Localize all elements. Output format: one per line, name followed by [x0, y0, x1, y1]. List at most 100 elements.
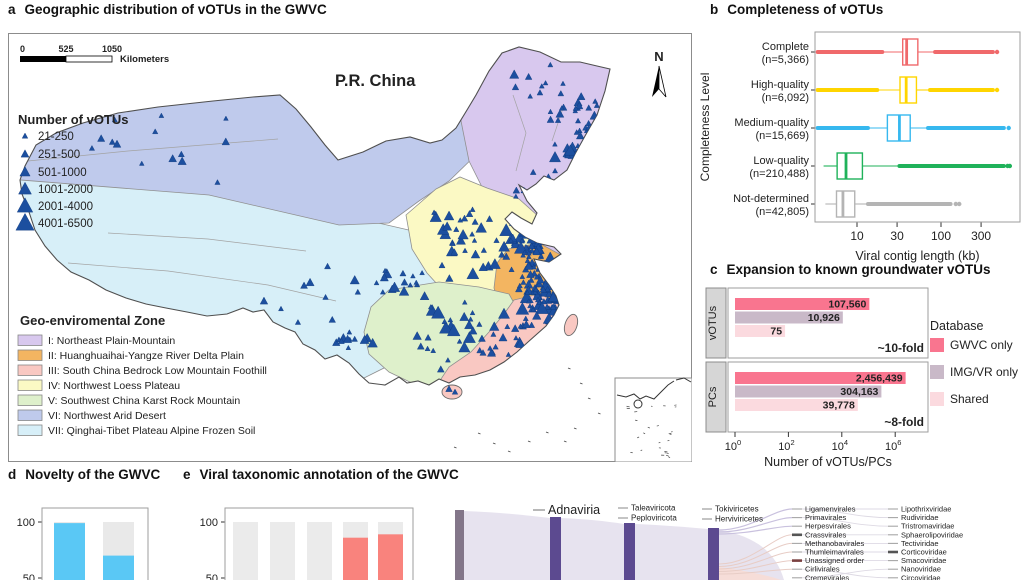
- order-label: Ligamenvirales: [805, 505, 856, 514]
- group-label: Not-determined: [733, 193, 809, 205]
- votu-marker-icon: [515, 285, 523, 293]
- votu-marker-icon: [446, 323, 461, 337]
- group-label: Complete: [762, 41, 809, 53]
- x-tick-label: 104: [832, 438, 848, 453]
- votu-marker-icon: [522, 315, 529, 321]
- votu-marker-icon: [593, 102, 600, 108]
- votu-marker-icon: [177, 150, 185, 157]
- order-label: Cremevirales: [805, 573, 849, 580]
- inset-island-mark: [650, 405, 653, 407]
- db-bar-value: 75: [770, 326, 782, 338]
- small-island-mark: [587, 397, 591, 400]
- votu-marker-icon: [513, 335, 519, 341]
- island-marker-layer: [445, 367, 601, 453]
- votu-marker-icon: [524, 261, 534, 270]
- votu-marker-icon: [419, 269, 425, 276]
- inset-island-mark: [669, 432, 672, 435]
- votu-marker-icon: [431, 305, 446, 319]
- family-label: Sphaerolipoviridae: [901, 530, 963, 539]
- votu-marker-icon: [515, 338, 526, 348]
- votu-marker-icon: [489, 321, 500, 331]
- votu-marker-icon: [547, 108, 554, 114]
- votu-marker-icon: [521, 249, 528, 255]
- db-bar: [735, 325, 786, 337]
- votu-marker-icon: [430, 347, 437, 353]
- panel-b-title-text: Completeness of vOTUs: [727, 2, 884, 17]
- box: [836, 152, 864, 180]
- north-arrow-left: [652, 66, 659, 97]
- votu-marker-icon: [20, 149, 30, 158]
- far-outlier-dot: [1007, 163, 1013, 169]
- votu-marker-icon: [528, 321, 536, 328]
- votu-marker-icon: [158, 112, 165, 118]
- panel-d-title: d Novelty of the GWVC: [8, 467, 160, 482]
- votu-marker-icon: [524, 257, 531, 263]
- votu-marker-icon: [469, 206, 476, 212]
- votu-marker-icon: [467, 316, 474, 322]
- votu-marker-icon: [487, 345, 493, 351]
- votu-marker-icon: [536, 89, 544, 96]
- small-island-mark: [573, 427, 577, 430]
- value-bar: [378, 534, 403, 580]
- far-outlier-dot: [994, 49, 1000, 55]
- inset-island-mark: [664, 450, 668, 453]
- x-tick-label: 100: [725, 438, 741, 453]
- db-bar: [735, 372, 906, 384]
- votu-marker-icon: [543, 303, 551, 310]
- panel-a-title-text: Geographic distribution of vOTUs in the …: [24, 2, 327, 17]
- legend-label: GWVC only: [950, 338, 1013, 352]
- votu-marker-icon: [97, 134, 106, 142]
- votu-marker-icon: [534, 273, 540, 280]
- votu-marker-icon: [560, 80, 566, 86]
- plot-border: [224, 507, 414, 580]
- votu-marker-icon: [410, 273, 416, 279]
- votu-marker-icon: [300, 281, 308, 289]
- votu-marker-icon: [389, 281, 401, 292]
- votu-marker-icon: [429, 210, 442, 222]
- legend-title: Database: [930, 319, 984, 333]
- x-tick-label: 106: [885, 438, 901, 453]
- fold-annotation: ~10-fold: [878, 341, 924, 355]
- zone-legend-label: VII: Qinghai-Tibet Plateau Alpine Frozen…: [48, 425, 255, 437]
- family-label: Nanoviridae: [901, 565, 941, 574]
- votu-marker-icon: [466, 267, 480, 279]
- panel-e-title: e Viral taxonomic annotation of the GWVC: [183, 467, 459, 482]
- inset-island-mark: [647, 426, 651, 429]
- sankey-node-realm: [550, 517, 561, 580]
- votu-marker-icon: [512, 186, 521, 194]
- votu-marker-icon: [504, 323, 511, 329]
- votu-marker-icon: [514, 241, 528, 254]
- legend-swatch: [930, 338, 944, 352]
- votu-marker-icon: [535, 280, 544, 288]
- zone-legend-label: V: Southwest China Karst Rock Mountain: [48, 395, 240, 407]
- group-label: High-quality: [751, 79, 810, 91]
- votu-marker-icon: [424, 345, 431, 351]
- votu-marker-icon: [527, 276, 535, 283]
- x-tick-label: 100: [931, 229, 951, 243]
- votu-marker-icon: [416, 342, 425, 350]
- flow-thin-order: [718, 568, 793, 575]
- order-label: Herpesvirales: [805, 522, 851, 531]
- small-island-mark: [527, 440, 531, 443]
- legend-label: IMG/VR only: [950, 365, 1018, 379]
- x-axis-title: Viral contig length (kb): [855, 249, 979, 263]
- panel-a-letter: a: [8, 2, 16, 17]
- x-tick-label: 300: [971, 229, 991, 243]
- province-border: [27, 138, 279, 162]
- votu-marker-icon: [343, 334, 353, 343]
- votu-marker-icon: [259, 296, 269, 305]
- value-bar: [103, 555, 134, 580]
- votu-marker-icon: [521, 319, 531, 328]
- plot-border: [41, 507, 149, 580]
- flow-thin-order: [718, 525, 793, 535]
- votu-marker-icon: [545, 290, 553, 297]
- votu-marker-icon: [549, 151, 561, 163]
- votu-marker-icon: [373, 279, 380, 286]
- zone-legend-label: I: Northeast Plain-Mountain: [48, 335, 175, 347]
- votu-marker-icon: [412, 331, 422, 340]
- votu-marker-icon: [221, 137, 230, 146]
- y-tick-label: 50: [206, 573, 218, 580]
